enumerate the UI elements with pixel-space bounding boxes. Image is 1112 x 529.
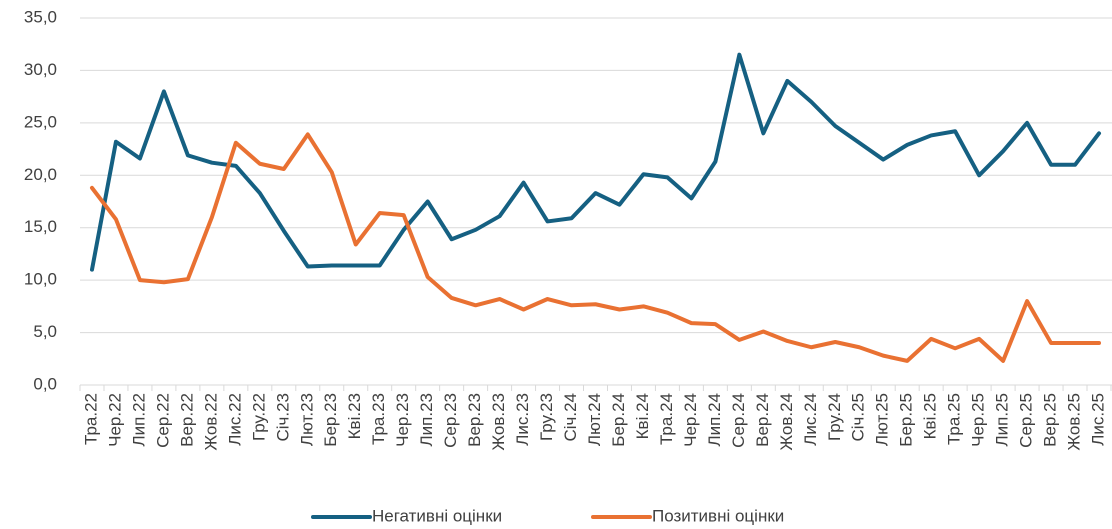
y-tick-label: 0,0 xyxy=(33,374,57,393)
y-tick-label: 25,0 xyxy=(24,112,57,131)
x-tick-label: Бер.24 xyxy=(609,393,628,447)
x-tick-label: Лис.25 xyxy=(1088,393,1107,446)
y-tick-label: 20,0 xyxy=(24,165,57,184)
x-tick-label: Лип.22 xyxy=(129,393,148,447)
x-tick-label: Сер.25 xyxy=(1017,393,1036,448)
y-tick-label: 5,0 xyxy=(33,322,57,341)
x-tick-label: Січ.24 xyxy=(561,393,580,442)
legend-label: Позитивні оцінки xyxy=(652,506,784,525)
x-tick-label: Лип.25 xyxy=(993,393,1012,447)
x-tick-label: Лют.24 xyxy=(585,393,604,446)
x-tick-label: Тра.25 xyxy=(945,393,964,445)
x-tick-label: Вер.25 xyxy=(1041,393,1060,447)
x-tick-label: Кві.24 xyxy=(633,393,652,439)
x-tick-label: Лис.24 xyxy=(801,393,820,446)
x-tick-label: Лис.22 xyxy=(225,393,244,446)
x-tick-label: Чер.22 xyxy=(105,393,124,447)
x-tick-label: Лют.23 xyxy=(297,393,316,446)
legend-label: Негативні оцінки xyxy=(372,506,502,525)
series-line xyxy=(89,52,1102,272)
legend-item: Негативні оцінки xyxy=(311,506,502,525)
x-tick-label: Лип.24 xyxy=(705,393,724,447)
legend-item: Позитивні оцінки xyxy=(591,506,784,525)
x-tick-label: Вер.22 xyxy=(177,393,196,447)
x-tick-label: Сер.23 xyxy=(441,393,460,448)
x-tick-label: Тра.24 xyxy=(657,393,676,445)
x-tick-label: Чер.25 xyxy=(969,393,988,447)
x-tick-label: Бер.23 xyxy=(321,393,340,447)
x-tick-label: Сер.24 xyxy=(729,393,748,448)
x-tick-label: Січ.25 xyxy=(849,393,868,442)
x-tick-label: Січ.23 xyxy=(273,393,292,442)
y-tick-label: 35,0 xyxy=(24,7,57,26)
x-tick-label: Жов.24 xyxy=(777,393,796,451)
series-line xyxy=(89,132,1102,363)
x-tick-label: Жов.25 xyxy=(1065,393,1084,451)
x-tick-label: Лип.23 xyxy=(417,393,436,447)
x-tick-label: Вер.23 xyxy=(465,393,484,447)
x-tick-label: Тра.22 xyxy=(81,393,100,445)
x-tick-label: Чер.23 xyxy=(393,393,412,447)
x-tick-label: Гру.23 xyxy=(537,393,556,441)
y-tick-label: 30,0 xyxy=(24,60,57,79)
x-tick-label: Лют.25 xyxy=(873,393,892,446)
x-tick-label: Жов.23 xyxy=(489,393,508,451)
x-tick-label: Вер.24 xyxy=(753,393,772,447)
x-tick-label: Гру.22 xyxy=(249,393,268,441)
x-tick-label: Тра.23 xyxy=(369,393,388,445)
x-tick-label: Гру.24 xyxy=(825,393,844,441)
x-tick-label: Лис.23 xyxy=(513,393,532,446)
x-tick-label: Бер.25 xyxy=(897,393,916,447)
x-tick-label: Сер.22 xyxy=(153,393,172,448)
x-tick-label: Кві.25 xyxy=(921,393,940,439)
x-tick-label: Кві.23 xyxy=(345,393,364,439)
x-tick-label: Жов.22 xyxy=(201,393,220,451)
y-tick-label: 15,0 xyxy=(24,217,57,236)
y-tick-label: 10,0 xyxy=(24,270,57,289)
x-tick-label: Чер.24 xyxy=(681,393,700,447)
